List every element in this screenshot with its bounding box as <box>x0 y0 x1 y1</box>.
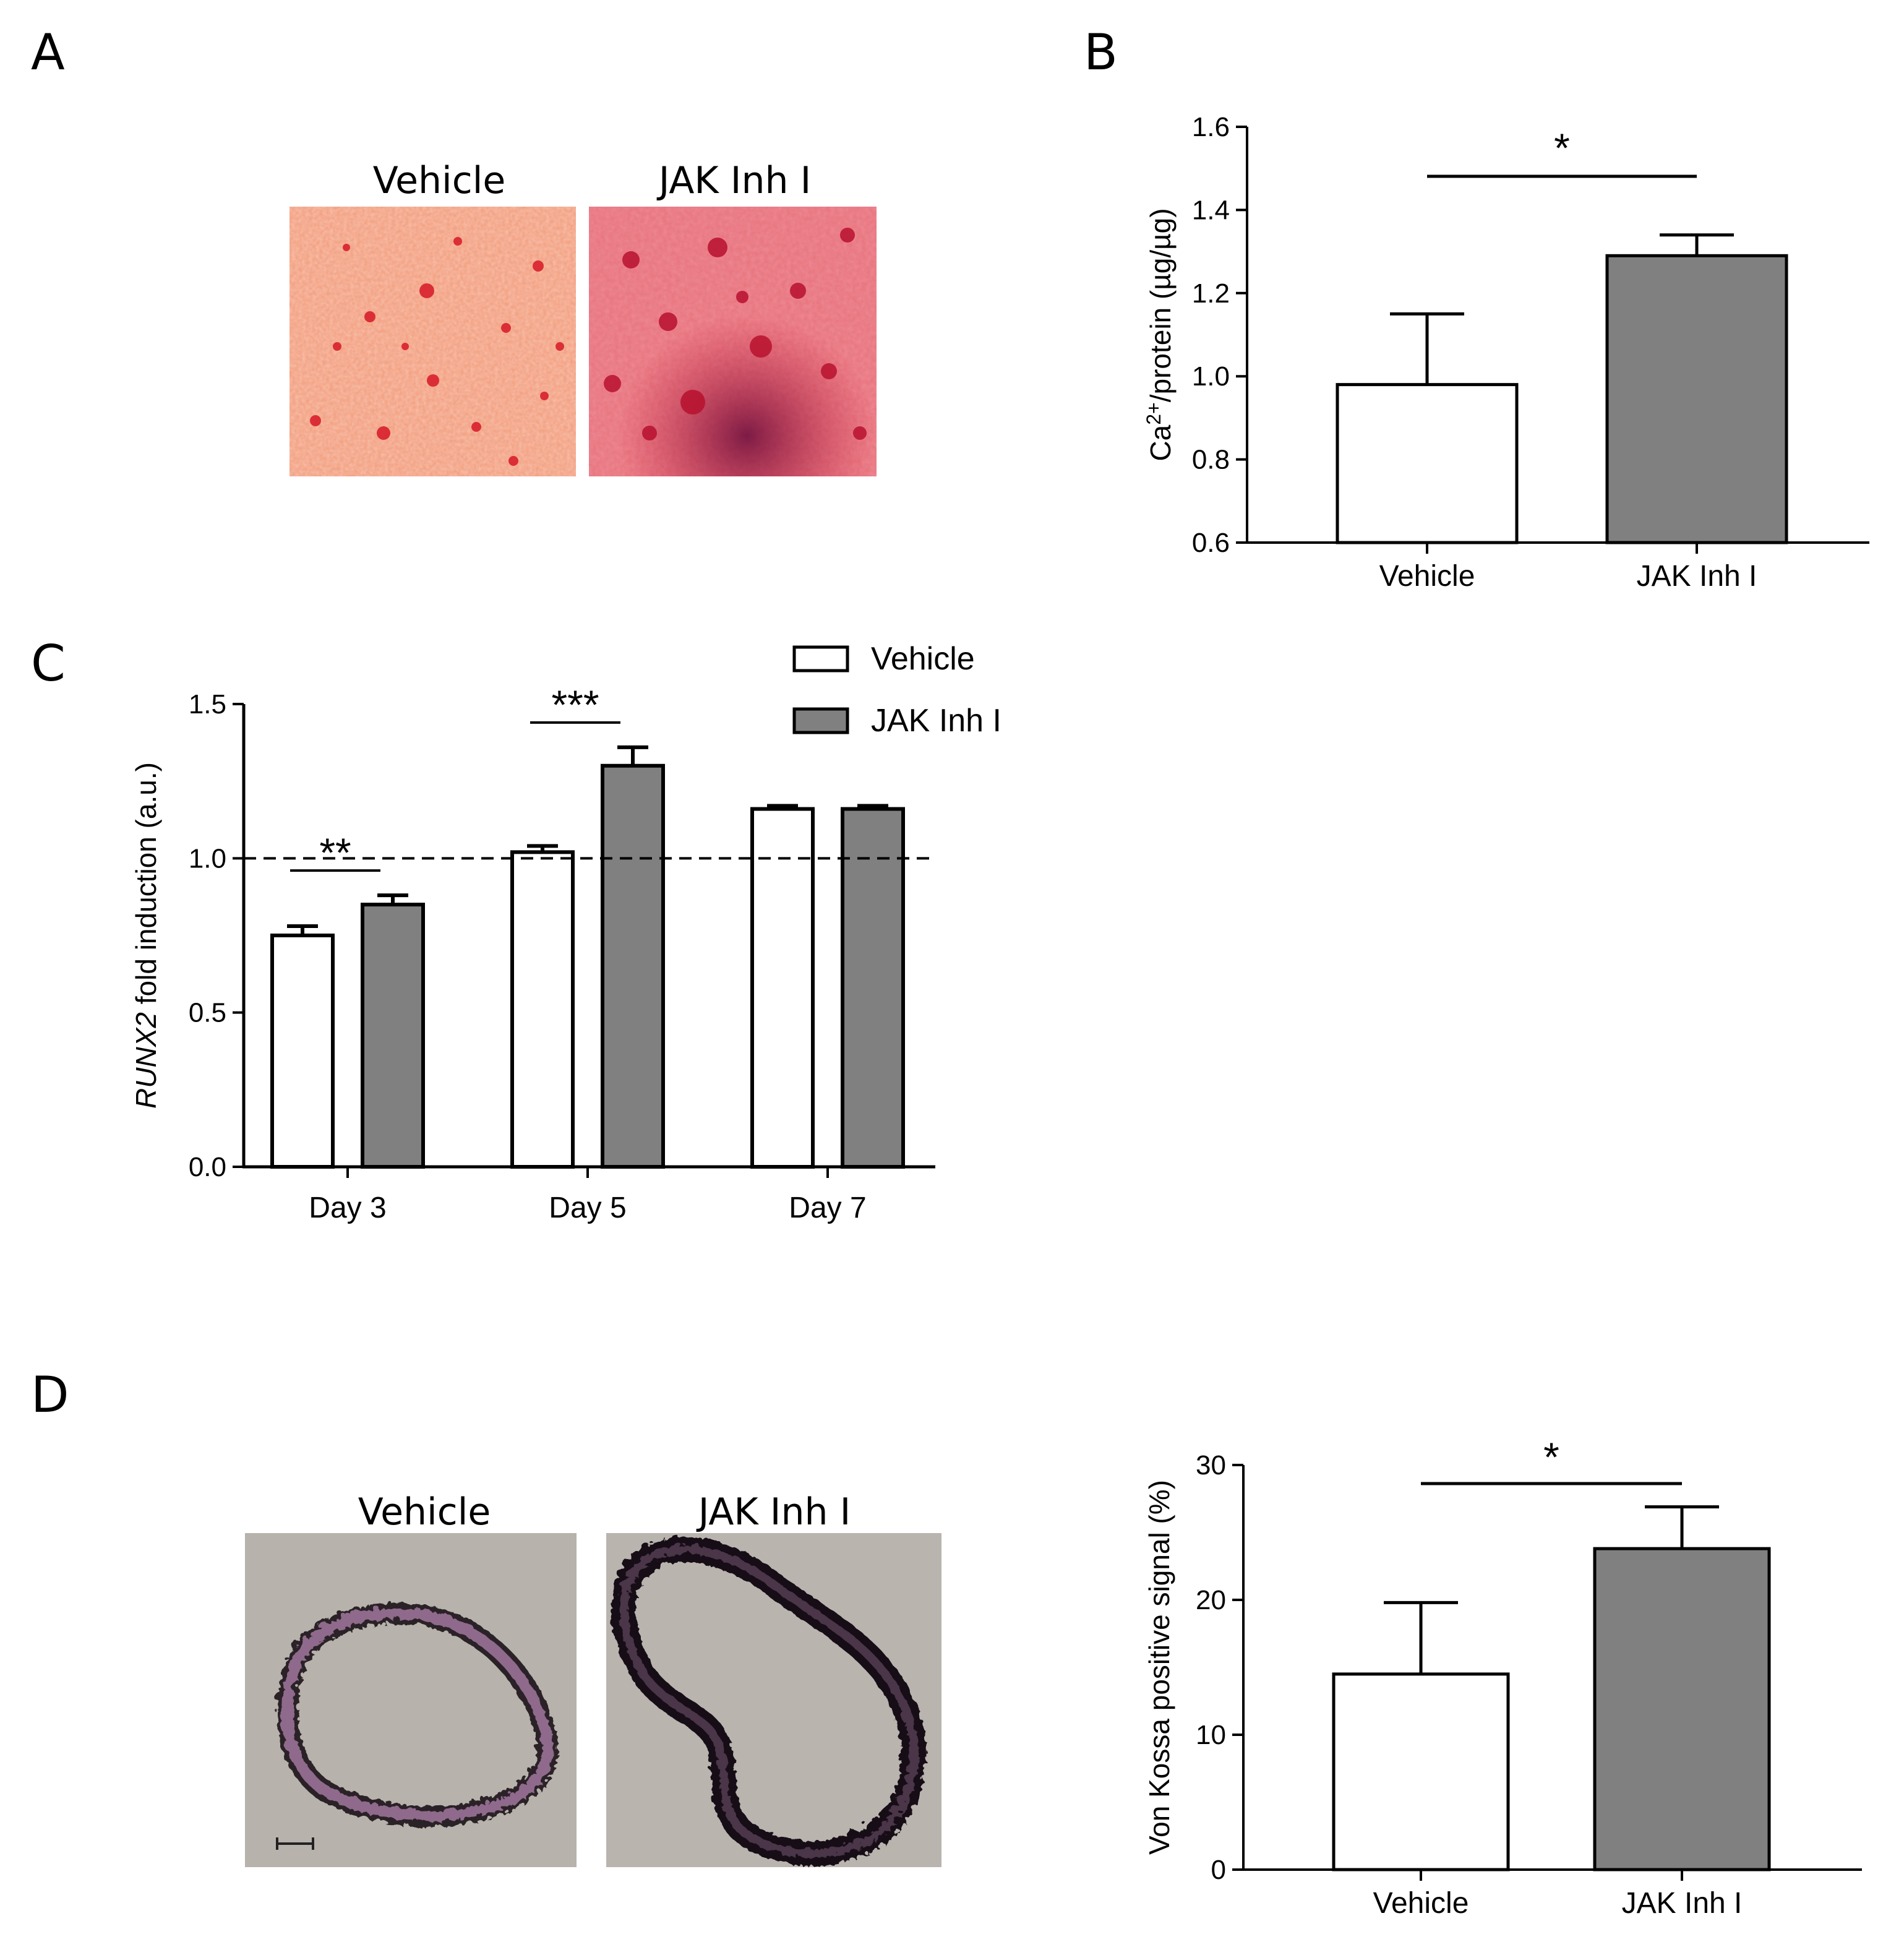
vonkossa-image-vehicle <box>245 1533 577 1867</box>
y-axis-title-b: Ca2+/protein (µg/µg) <box>1143 208 1177 461</box>
bar-d-1 <box>1593 1547 1771 1871</box>
bar-c-1-1 <box>601 763 665 1169</box>
legend-label-jak: JAK Inh I <box>871 703 1001 739</box>
significance-b: * <box>1427 125 1697 178</box>
panel-d: D Vehicle JAK Inh I 0 10 20 30 Vehicle JAK I… <box>31 1366 1862 1920</box>
x-tick-label: JAK Inh I <box>1637 560 1757 593</box>
y-tick-label: 1.0 <box>1192 361 1230 392</box>
x-tick-label: Day 3 <box>309 1192 386 1224</box>
bar-c-0-2 <box>750 807 815 1169</box>
y-tick-label: 10 <box>1196 1720 1226 1750</box>
y-tick-label: 20 <box>1196 1585 1226 1615</box>
panel-a: A Vehicle JAK Inh I <box>31 24 877 476</box>
x-tick-label: Vehicle <box>1379 560 1475 593</box>
categories-b: Vehicle JAK Inh I <box>1379 543 1757 593</box>
significance-c: ***** <box>290 682 620 875</box>
significance-label: * <box>1554 125 1570 171</box>
categories-d: Vehicle JAK Inh I <box>1373 1870 1743 1920</box>
legend-label-vehicle: Vehicle <box>871 641 975 677</box>
y-tick-label: 1.2 <box>1192 278 1230 309</box>
y-tick-label: 0.8 <box>1192 445 1230 475</box>
x-tick-label: Day 5 <box>549 1192 626 1224</box>
y-tick-label: 0.0 <box>189 1152 226 1182</box>
bar-c-1-2 <box>841 807 905 1169</box>
y-ticks-d: 0 10 20 30 <box>1196 1450 1243 1885</box>
panel-b: B 0.6 0.8 1.0 1.2 1.4 1.6 Vehicle JAK Inh I Ca… <box>1084 24 1869 593</box>
legend-swatch-jak <box>792 707 849 734</box>
y-tick-label: 30 <box>1196 1450 1226 1480</box>
y-axis-title-c: RUNX2 fold induction (a.u.) <box>130 762 162 1109</box>
y-tick-label: 0.6 <box>1192 528 1230 558</box>
image-label-vehicle: Vehicle <box>373 159 506 202</box>
image-label-vehicle-d: Vehicle <box>358 1490 491 1534</box>
bar-d-0 <box>1332 1672 1510 1871</box>
x-tick-label: JAK Inh I <box>1622 1887 1743 1920</box>
significance-label: ** <box>319 830 351 875</box>
panel-letter-c: C <box>31 635 66 692</box>
y-ticks-c: 0.0 0.5 1.0 1.5 <box>189 689 244 1182</box>
significance-label: *** <box>551 682 599 728</box>
y-tick-label: 0.5 <box>189 998 226 1028</box>
y-tick-label: 1.0 <box>189 843 226 874</box>
y-tick-label: 0 <box>1211 1855 1226 1885</box>
bars-d <box>1332 1505 1771 1871</box>
significance-d: * <box>1421 1434 1682 1485</box>
alizarin-image-vehicle <box>289 207 576 476</box>
categories-c: Day 3 Day 5 Day 7 <box>309 1167 867 1224</box>
bar-c-0-1 <box>510 850 575 1169</box>
y-tick-label: 1.4 <box>1192 195 1230 225</box>
y-ticks-b: 0.6 0.8 1.0 1.2 1.4 1.6 <box>1192 112 1247 558</box>
legend-swatch-vehicle <box>792 645 849 672</box>
panel-letter-b: B <box>1084 24 1118 81</box>
alizarin-image-jak <box>589 207 877 476</box>
y-axis-title-d: Von Kossa positive signal (%) <box>1143 1480 1175 1855</box>
x-tick-label: Vehicle <box>1373 1887 1469 1920</box>
y-tick-label: 1.6 <box>1192 112 1230 142</box>
x-tick-label: Day 7 <box>789 1192 866 1224</box>
legend-c: Vehicle JAK Inh I <box>792 641 1001 739</box>
bars-c <box>270 745 905 1169</box>
panel-letter-a: A <box>31 24 65 81</box>
y-tick-label: 1.5 <box>189 689 226 720</box>
panel-letter-d: D <box>31 1366 69 1424</box>
bar-c-1-0 <box>361 903 425 1169</box>
panel-c: C 0.0 0.5 1.0 1.5 Day 3 Day 5 Day 7 RUNX2 fol… <box>31 635 1001 1224</box>
bars-b <box>1336 233 1788 544</box>
image-label-jak-d: JAK Inh I <box>696 1490 851 1534</box>
bar-b-0 <box>1336 383 1519 544</box>
significance-label: * <box>1543 1434 1559 1480</box>
vonkossa-image-jak <box>606 1533 941 1867</box>
bar-c-0-0 <box>270 934 335 1169</box>
bar-b-1 <box>1605 254 1788 544</box>
image-label-jak: JAK Inh I <box>656 159 812 202</box>
